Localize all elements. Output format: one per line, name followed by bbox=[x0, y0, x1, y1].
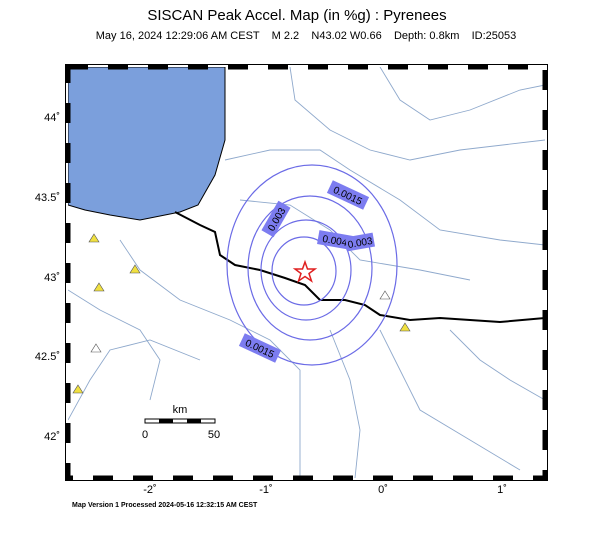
stations bbox=[72, 233, 411, 394]
lon-label: 1˚ bbox=[497, 484, 507, 496]
lat-label: 42.5˚ bbox=[35, 351, 60, 363]
lat-labels: 44˚ 43.5˚ 43˚ 42.5˚ 42˚ bbox=[35, 112, 60, 443]
lat-label: 43˚ bbox=[44, 272, 60, 284]
lon-label: -1˚ bbox=[259, 484, 272, 496]
lon-labels: -2˚ -1˚ 0˚ 1˚ bbox=[143, 484, 507, 496]
contour-labels: 0.0015 0.003 0.004 0.003 0.0015 bbox=[238, 180, 376, 363]
map-subtitle: May 16, 2024 12:29:06 AM CEST M 2.2 N43.… bbox=[96, 30, 516, 42]
lon-label: -2˚ bbox=[143, 484, 156, 496]
epicenter bbox=[292, 259, 318, 283]
footer: Map Version 1 Processed 2024-05-16 12:32… bbox=[72, 502, 258, 509]
lat-label: 43.5˚ bbox=[35, 192, 60, 204]
scale-start: 0 bbox=[142, 429, 148, 441]
lon-label: 0˚ bbox=[378, 484, 388, 496]
contour-label: 0.004 bbox=[321, 234, 348, 249]
frame-outline bbox=[65, 64, 548, 481]
frame bbox=[65, 64, 548, 481]
contours bbox=[226, 164, 398, 366]
ocean bbox=[68, 67, 226, 221]
scale-unit: km bbox=[173, 404, 188, 416]
lat-label: 44˚ bbox=[44, 112, 60, 124]
border bbox=[174, 211, 545, 324]
scale-end: 50 bbox=[208, 429, 220, 441]
contour-label: 0.003 bbox=[347, 236, 374, 251]
scale-bar: km 0 50 bbox=[142, 404, 220, 441]
map-title: SISCAN Peak Accel. Map (in %g) : Pyrenee… bbox=[147, 7, 446, 24]
map-area: 0.0015 0.003 0.004 0.003 0.0015 bbox=[65, 64, 548, 481]
lat-label: 42˚ bbox=[44, 431, 60, 443]
